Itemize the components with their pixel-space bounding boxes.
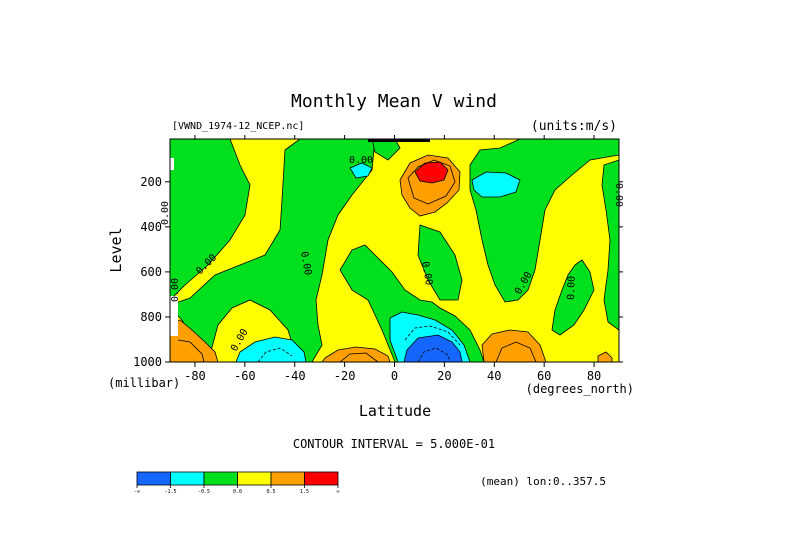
contour-label: 0.00: [566, 276, 578, 300]
y-tick-label: 600: [140, 265, 162, 279]
contour-region-orange: [597, 351, 613, 362]
contour-region-green: [170, 139, 251, 301]
x-tick-label: -20: [334, 369, 356, 383]
y-tick-label: 800: [140, 310, 162, 324]
y-units-label: (millibar): [108, 376, 180, 390]
colorbar-swatch: [136, 471, 171, 486]
missing-data-patch: [170, 296, 178, 336]
colorbar-swatch: [203, 471, 238, 486]
contour-interval-label: CONTOUR INTERVAL = 5.000E-01: [293, 437, 495, 451]
contour-label: 0.00: [170, 278, 181, 302]
contour-line-negative: [257, 347, 293, 362]
missing-data-patch: [170, 158, 174, 170]
x-axis-title: Latitude: [359, 402, 431, 420]
colorbar: -∞ -1.5 -0.5 0.0 0.5 1.5 ∞: [134, 471, 340, 495]
dataset-label: [VWND_1974-12_NCEP.nc]: [172, 121, 304, 132]
colorbar-label: 0.5: [266, 489, 275, 495]
colorbar-swatch: [170, 471, 205, 486]
contour-line-positive: [339, 352, 379, 362]
x-tick-label: -40: [284, 369, 306, 383]
y-tick-label: 400: [140, 220, 162, 234]
contour-region-green: [417, 224, 463, 301]
y-axis: 200 400 600 800 1000: [133, 175, 623, 369]
colorbar-label: -∞: [134, 489, 140, 495]
colorbar-swatch: [237, 471, 272, 486]
contour-region-orange: [481, 329, 547, 362]
contour-label: 0.00: [160, 201, 171, 225]
colorbar-label: 1.5: [300, 489, 309, 495]
x-tick-label: 40: [487, 369, 501, 383]
contour-line-positive: [407, 159, 456, 205]
top-contour-strip: [368, 139, 430, 142]
contour-region-green: [170, 139, 376, 362]
contour-region-green: [551, 259, 595, 336]
contour-region-cyan: [349, 162, 373, 179]
contour-line-positive: [177, 339, 205, 362]
colorbar-label: ∞: [336, 489, 339, 495]
units-label: (units:m/s): [531, 119, 617, 134]
x-tick-label: 20: [437, 369, 451, 383]
x-tick-label: 80: [587, 369, 601, 383]
contour-label: 0.00: [419, 261, 434, 287]
colorbar-swatch: [304, 471, 339, 486]
contour-line-negative: [417, 347, 451, 362]
y-tick-label: 200: [140, 175, 162, 189]
y-tick-label: 1000: [133, 355, 162, 369]
contour-line-positive: [495, 341, 537, 362]
contour-region-cyan: [235, 336, 307, 362]
y-axis-title: Level: [107, 227, 125, 272]
x-tick-label: 0: [391, 369, 398, 383]
x-tick-label: -60: [234, 369, 256, 383]
colorbar-label: 0.0: [233, 489, 242, 495]
contour-region-green: [601, 159, 619, 331]
x-axis: -80 -60 -40 -20 0 20 40 60 80: [184, 135, 601, 383]
contour-line-negative: [404, 325, 461, 346]
colorbar-swatch: [270, 471, 305, 486]
chart-title: Monthly Mean V wind: [291, 91, 497, 112]
x-units-label: (degrees_north): [526, 382, 634, 396]
contour-region-blue: [403, 334, 463, 362]
contour-region-orange: [170, 319, 219, 362]
contour-label: 0.00: [349, 155, 373, 166]
contour-label: 0.00: [298, 251, 313, 277]
footer-note: (mean) lon:0..357.5: [480, 475, 606, 488]
contour-field: [170, 139, 619, 362]
colorbar-label: -1.5: [164, 489, 176, 495]
x-tick-label: -80: [184, 369, 206, 383]
colorbar-label: -0.5: [198, 489, 210, 495]
contour-region-cyan: [471, 171, 521, 198]
contour-region-green: [371, 139, 401, 161]
x-tick-label: 60: [537, 369, 551, 383]
